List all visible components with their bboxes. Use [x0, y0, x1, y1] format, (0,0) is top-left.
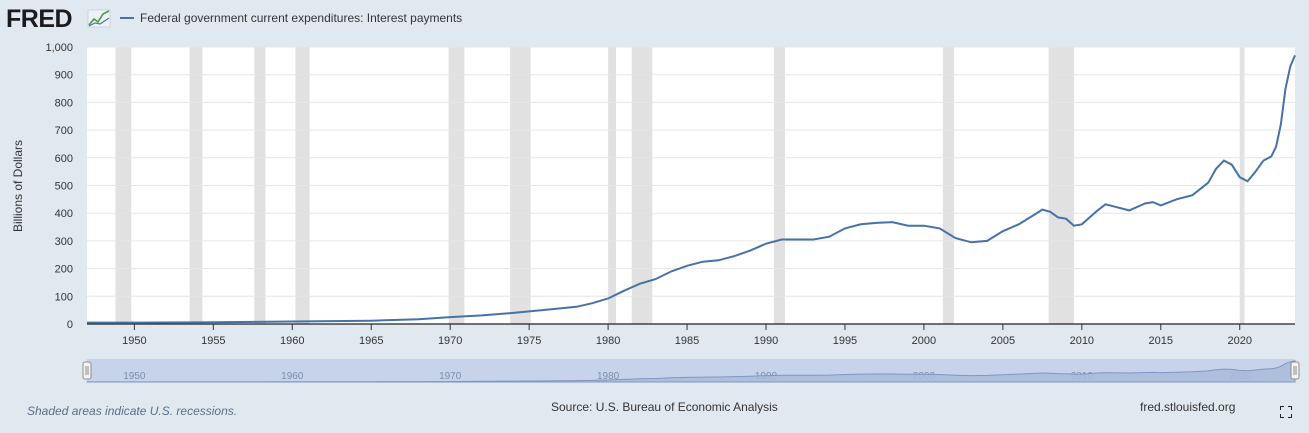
x-tick-label: 1985	[675, 335, 699, 347]
fullscreen-icon-glyph	[1279, 405, 1293, 419]
y-tick-label: 500	[55, 181, 73, 193]
x-tick-label: 1990	[754, 335, 778, 347]
fullscreen-icon[interactable]	[1279, 405, 1293, 419]
legend-item[interactable]: Federal government current expenditures:…	[120, 11, 462, 25]
fred-logo[interactable]: FRED	[6, 5, 111, 33]
x-tick-label: 1950	[122, 335, 146, 347]
y-tick-label: 200	[55, 264, 73, 276]
x-tick-label: 1955	[201, 335, 225, 347]
y-axis-label: Billions of Dollars	[11, 140, 25, 232]
gridlines	[87, 46, 1295, 297]
y-tick-label: 0	[67, 319, 73, 331]
series-line-interest-payments[interactable]	[87, 54, 1296, 324]
recession-footnote: Shaded areas indicate U.S. recessions.	[27, 404, 238, 418]
y-tick-label: 400	[55, 208, 73, 220]
x-tick-label: 2005	[991, 335, 1015, 347]
x-axis-ticks: 1950 1955 1960 1965 1970 1975 1980 1985 1990 1995…	[122, 324, 1252, 347]
navigator-tick-label: 1970	[439, 371, 462, 382]
x-tick-label: 2010	[1070, 335, 1094, 347]
y-tick-label: 900	[55, 70, 73, 82]
y-tick-label: 100	[55, 291, 73, 303]
y-tick-label: 1,000	[45, 42, 73, 54]
range-navigator[interactable]: 19501960197019801990200020102020	[82, 359, 1300, 383]
y-tick-label: 800	[55, 97, 73, 109]
x-tick-label: 1965	[359, 335, 383, 347]
navigator-right-handle[interactable]	[1290, 361, 1300, 380]
site-url[interactable]: fred.stlouisfed.org	[1140, 400, 1236, 414]
fred-logo-text: FRED	[6, 5, 72, 33]
x-tick-label: 2015	[1149, 335, 1173, 347]
x-tick-label: 1960	[280, 335, 304, 347]
source-credit: Source: U.S. Bureau of Economic Analysis	[551, 400, 778, 414]
navigator-tick-label: 1950	[123, 371, 146, 382]
y-tick-label: 600	[55, 153, 73, 165]
navigator-series-area	[86, 360, 1296, 383]
navigator-tick-label: 1980	[597, 371, 620, 382]
x-tick-label: 1970	[438, 335, 462, 347]
x-tick-label: 1975	[517, 335, 541, 347]
x-tick-label: 1980	[596, 335, 620, 347]
fred-logo-graph-icon	[87, 9, 111, 28]
x-tick-label: 1995	[833, 335, 857, 347]
navigator-left-handle[interactable]	[82, 361, 92, 380]
y-axis-ticks: 0 100 200 300 400 500 600 700 800 900 1,000	[45, 42, 73, 331]
x-tick-label: 2000	[912, 335, 936, 347]
y-tick-label: 300	[55, 236, 73, 248]
navigator-tick-label: 1960	[281, 371, 304, 382]
legend-series-label: Federal government current expenditures:…	[140, 11, 462, 25]
x-tick-label: 2020	[1227, 335, 1251, 347]
y-tick-label: 700	[55, 125, 73, 137]
